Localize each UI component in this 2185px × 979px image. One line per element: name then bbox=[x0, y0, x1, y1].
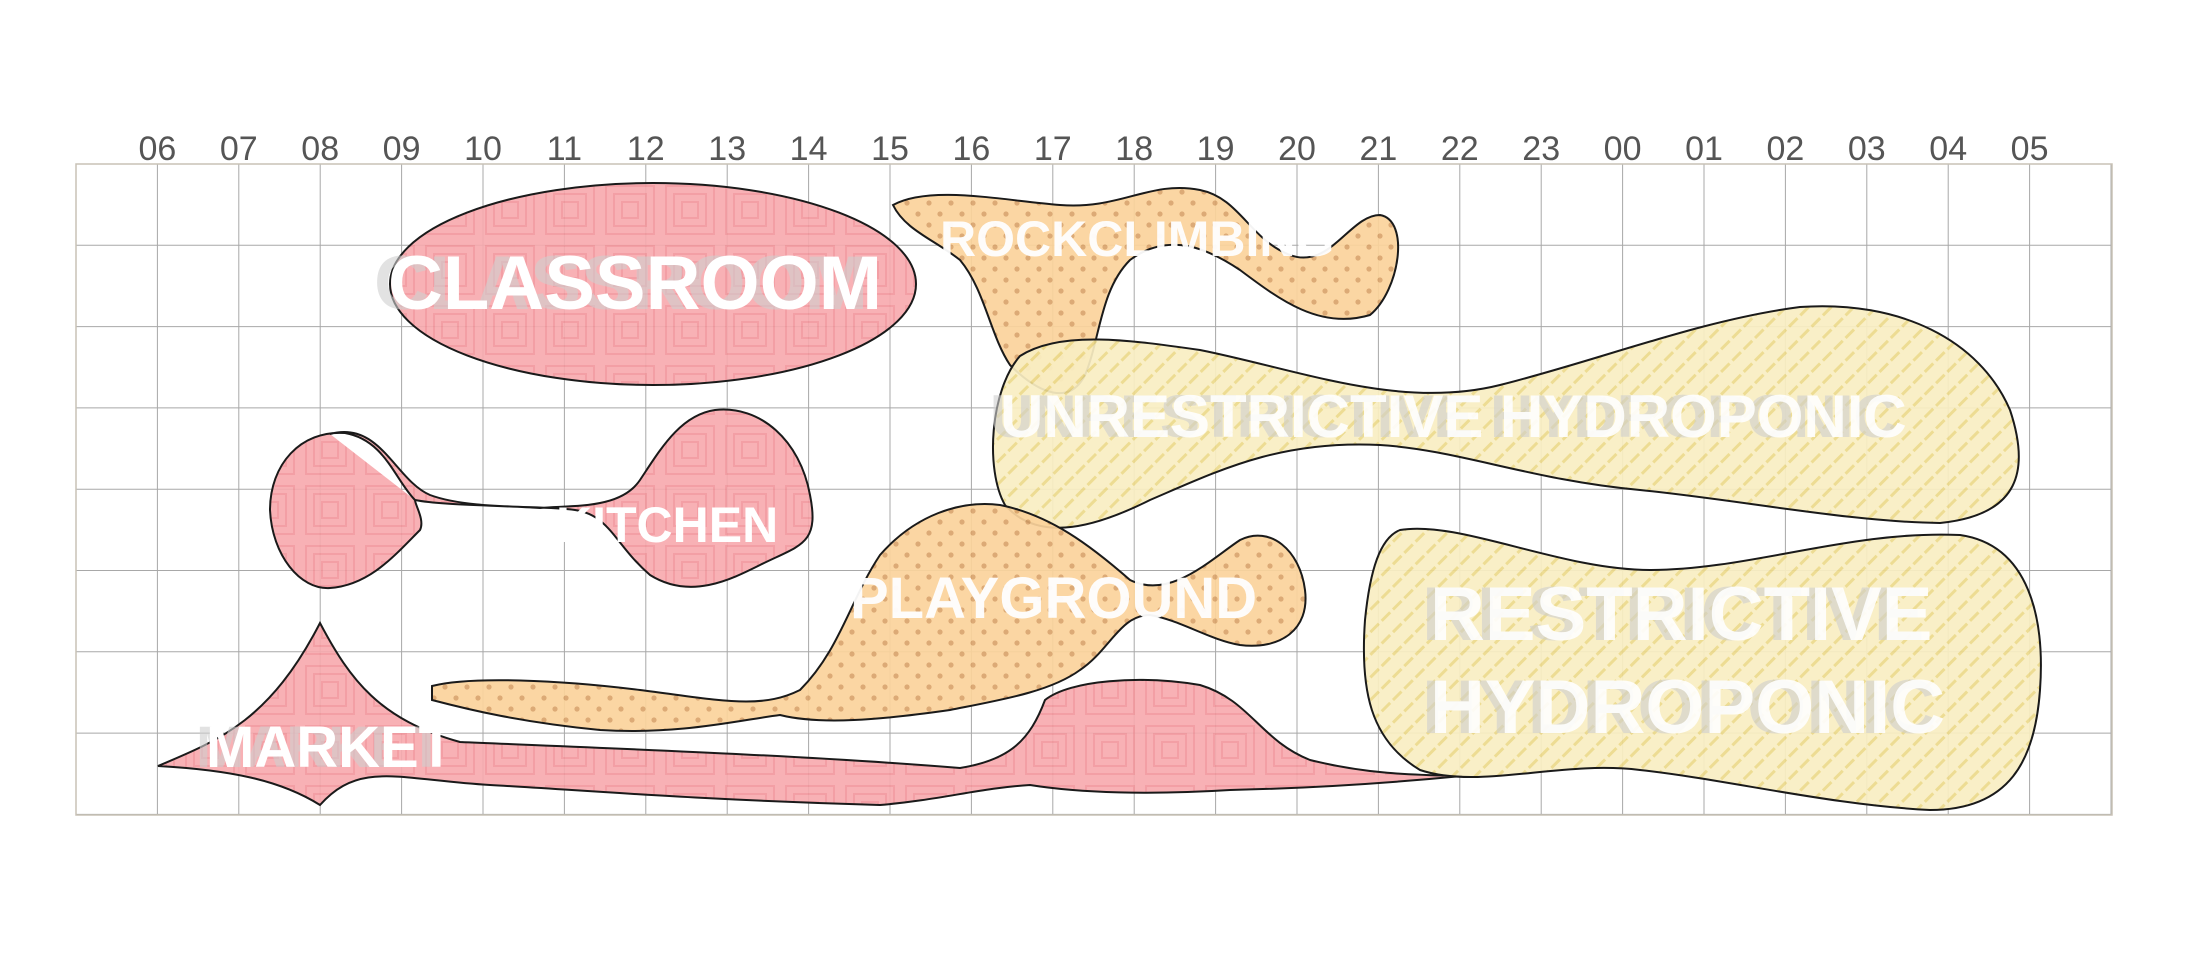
hour-label: 12 bbox=[627, 130, 665, 168]
playground-blob bbox=[431, 503, 1307, 733]
hour-label: 03 bbox=[1848, 130, 1886, 168]
restrictive-hydroponic-line1-shadow: RESTRICTIVE bbox=[1422, 572, 1925, 657]
zone-playground: PLAYGROUND bbox=[431, 503, 1307, 733]
hour-label: 07 bbox=[220, 130, 258, 168]
hour-label: 09 bbox=[383, 130, 421, 168]
classroom-blob bbox=[389, 182, 917, 386]
hour-label: 19 bbox=[1197, 130, 1235, 168]
rockclimbing-blob bbox=[891, 186, 1400, 394]
kitchen-blob bbox=[268, 408, 814, 590]
hour-label: 06 bbox=[138, 130, 176, 168]
classroom-label: CLASSROOM bbox=[388, 241, 882, 326]
zone-market: MARKET MARKET bbox=[157, 620, 1463, 807]
hour-label: 18 bbox=[1115, 130, 1153, 168]
hour-label: 11 bbox=[547, 130, 582, 168]
hour-label: 05 bbox=[2011, 130, 2049, 168]
unrestrictive-hydroponic-label-shadow: UNRESTRICTIVE HYDROPONIC bbox=[990, 383, 1897, 450]
hour-label: 16 bbox=[952, 130, 990, 168]
hour-label: 02 bbox=[1766, 130, 1804, 168]
hour-label: 04 bbox=[1929, 130, 1967, 168]
hour-labels: 06 07 08 09 10 11 12 13 14 15 16 17 18 19 20 21 22 23 00 01… bbox=[138, 130, 2048, 168]
grid-border bbox=[75, 163, 2113, 816]
hour-label: 13 bbox=[708, 130, 746, 168]
zone-unrestrictive-hydroponic: UNRESTRICTIVE HYDROPONIC UNRESTRICTIVE H… bbox=[990, 305, 2020, 529]
market-blob bbox=[157, 620, 1463, 807]
playground-label: PLAYGROUND bbox=[850, 566, 1257, 631]
restrictive-hydroponic-line1: RESTRICTIVE bbox=[1430, 572, 1933, 657]
hour-label: 17 bbox=[1034, 130, 1072, 168]
hour-label: 01 bbox=[1685, 130, 1723, 168]
hour-label: 21 bbox=[1359, 130, 1397, 168]
zone-classroom: CLASSROOM CLASSROOM bbox=[374, 182, 917, 386]
kitchen-label: KITCHEN bbox=[556, 497, 778, 553]
unrestrictive-hydroponic-blob bbox=[992, 305, 2020, 529]
restrictive-hydroponic-line2-shadow: HYDROPONIC bbox=[1422, 665, 1937, 750]
hour-label: 08 bbox=[301, 130, 339, 168]
hour-label: 00 bbox=[1604, 130, 1642, 168]
unrestrictive-hydroponic-label: UNRESTRICTIVE HYDROPONIC bbox=[1000, 383, 1907, 450]
classroom-label-shadow: CLASSROOM bbox=[374, 241, 868, 326]
hour-label: 14 bbox=[790, 130, 828, 168]
rockclimbing-label: ROCKCLIMBING bbox=[940, 211, 1334, 267]
hour-label: 22 bbox=[1441, 130, 1479, 168]
hour-label: 23 bbox=[1522, 130, 1560, 168]
restrictive-hydroponic-blob bbox=[1362, 527, 2042, 812]
market-label-shadow: MARKET bbox=[196, 715, 444, 780]
hour-label: 20 bbox=[1278, 130, 1316, 168]
hour-label: 15 bbox=[871, 130, 909, 168]
hour-label: 10 bbox=[464, 130, 502, 168]
market-label: MARKET bbox=[206, 715, 454, 780]
zone-kitchen: KITCHEN bbox=[268, 408, 814, 590]
zone-restrictive-hydroponic: RESTRICTIVE RESTRICTIVE HYDROPONIC HYDRO… bbox=[1362, 527, 2042, 812]
zone-rockclimbing: ROCKCLIMBING bbox=[891, 186, 1400, 394]
restrictive-hydroponic-line2: HYDROPONIC bbox=[1430, 665, 1945, 750]
